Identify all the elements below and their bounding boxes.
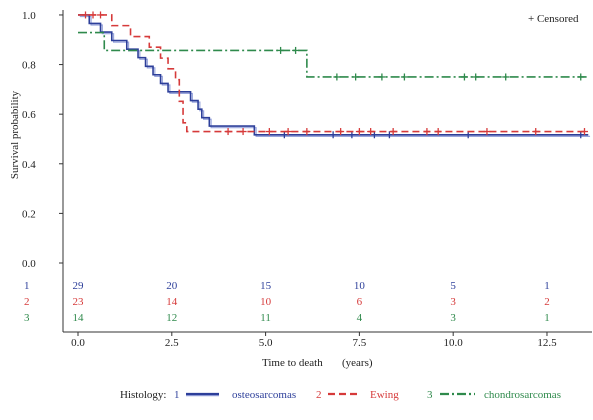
legend: Histology: 1 osteosarcomas 2 Ewing 3 chondrosa… (120, 389, 561, 401)
axes-layer: 0.0 0.2 0.4 0.6 0.8 1.0 0.0 2.5 5.0 7.5 10.0 12.5 Su… (9, 10, 592, 369)
at-risk-count: 23 (73, 296, 85, 308)
at-risk-count: 3 (450, 296, 456, 308)
x-tick-label: 7.5 (353, 337, 367, 349)
at-risk-count: 1 (544, 280, 550, 292)
series-line (78, 14, 589, 136)
legend-id: 3 (427, 389, 433, 401)
legend-item-Ewing: 2 Ewing (316, 389, 399, 401)
at-risk-count: 14 (73, 312, 85, 324)
series-Ewing (78, 11, 589, 136)
at-risk-count: 2 (544, 296, 550, 308)
x-axis-title: Time to death (262, 357, 323, 369)
risk-row-label: 3 (24, 312, 30, 324)
at-risk-count: 4 (357, 312, 363, 324)
series-layer (78, 11, 591, 139)
risk-row-label: 1 (24, 280, 30, 292)
at-risk-count: 6 (357, 296, 363, 308)
legend-label: chondrosarcomas (484, 389, 561, 401)
x-tick-label: 12.5 (537, 337, 557, 349)
at-risk-count: 10 (260, 296, 272, 308)
at-risk-count: 12 (166, 312, 177, 324)
legend-label: Ewing (370, 389, 399, 401)
at-risk-table: 1 29 20 15 10 5 12 23 14 10 6 3 23 14 12 11 4 3 1 (24, 280, 550, 324)
at-risk-count: 1 (544, 312, 550, 324)
series-chondrosarcomas (78, 31, 589, 81)
y-tick-label: 0.8 (22, 60, 36, 72)
at-risk-count: 11 (260, 312, 271, 324)
legend-title: Histology: (120, 389, 166, 401)
series-osteosarcomas (78, 14, 591, 139)
y-tick-label: 0.0 (22, 258, 36, 270)
y-tick-label: 0.2 (22, 208, 36, 220)
series-line (78, 31, 589, 78)
at-risk-count: 15 (260, 280, 272, 292)
legend-id: 1 (174, 389, 180, 401)
risk-row-label: 2 (24, 296, 30, 308)
y-tick-label: 1.0 (22, 10, 36, 22)
at-risk-count: 3 (450, 312, 456, 324)
at-risk-count: 20 (166, 280, 178, 292)
at-risk-count: 10 (354, 280, 366, 292)
y-axis-title: Survival probability (9, 90, 21, 179)
at-risk-count: 29 (73, 280, 85, 292)
y-tick-label: 0.4 (22, 159, 36, 171)
series-line (78, 14, 589, 133)
at-risk-count: 5 (450, 280, 456, 292)
x-tick-label: 2.5 (165, 337, 179, 349)
x-tick-label: 5.0 (259, 337, 273, 349)
x-axis-unit: (years) (342, 357, 373, 369)
y-tick-label: 0.6 (22, 109, 36, 121)
legend-label: osteosarcomas (232, 389, 296, 401)
at-risk-count: 14 (166, 296, 178, 308)
x-tick-label: 0.0 (71, 337, 85, 349)
legend-item-osteosarcomas: 1 osteosarcomas (174, 389, 296, 401)
x-tick-label: 10.0 (444, 337, 464, 349)
legend-id: 2 (316, 389, 322, 401)
legend-item-chondrosarcomas: 3 chondrosarcomas (427, 389, 561, 401)
censored-note: + Censored (528, 13, 579, 25)
